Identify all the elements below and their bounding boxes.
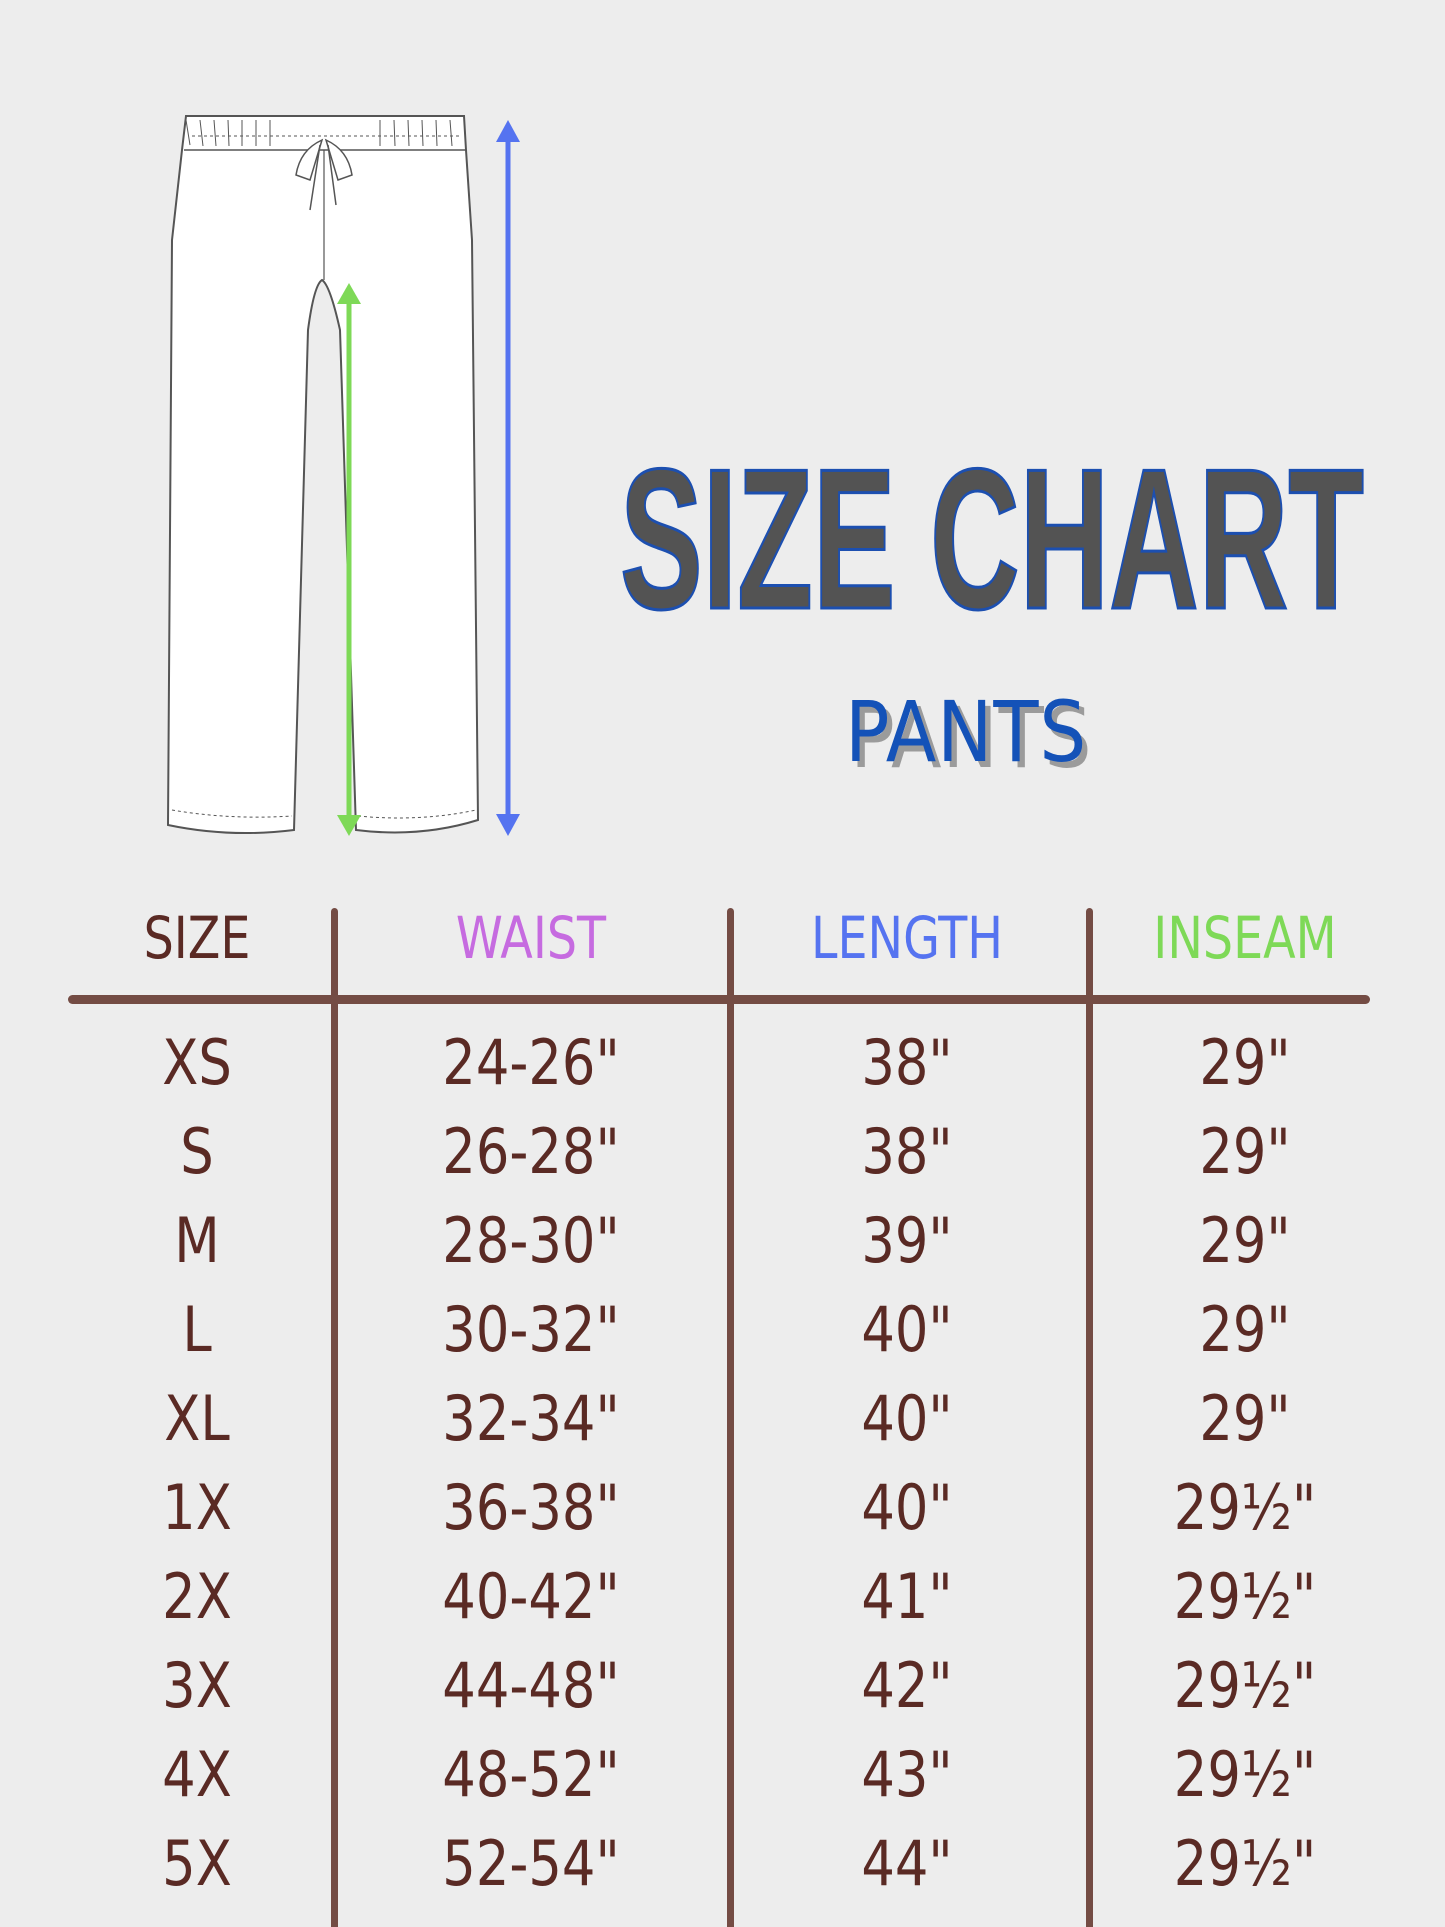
cell-waist: 32-34" — [442, 1382, 620, 1455]
cell-size: XS — [162, 1026, 232, 1099]
cell-length: 40" — [861, 1471, 953, 1544]
column-divider — [331, 908, 338, 1927]
length-arrow — [496, 120, 520, 836]
pants-drawing — [166, 115, 480, 835]
cell-size: 3X — [162, 1649, 232, 1722]
column-divider — [1086, 908, 1093, 1927]
cell-size: 5X — [162, 1827, 232, 1900]
cell-inseam: 29" — [1199, 1026, 1291, 1099]
cell-length: 38" — [861, 1115, 953, 1188]
cell-waist: 28-30" — [442, 1204, 620, 1277]
cell-length: 39" — [861, 1204, 953, 1277]
cell-waist: 48-52" — [442, 1738, 620, 1811]
cell-inseam: 29" — [1199, 1382, 1291, 1455]
cell-waist: 52-54" — [442, 1827, 620, 1900]
cell-length: 44" — [861, 1827, 953, 1900]
header-inseam: INSEAM — [1153, 904, 1337, 972]
cell-size: 1X — [162, 1471, 232, 1544]
pants-illustration — [166, 115, 520, 836]
cell-length: 40" — [861, 1382, 953, 1455]
cell-inseam: 29½" — [1173, 1827, 1317, 1900]
cell-waist: 30-32" — [442, 1293, 620, 1366]
header-length: LENGTH — [810, 904, 1004, 972]
cell-size: XL — [164, 1382, 230, 1455]
cell-waist: 36-38" — [442, 1471, 620, 1544]
cell-waist: 26-28" — [442, 1115, 620, 1188]
cell-inseam: 29½" — [1173, 1560, 1317, 1633]
cell-inseam: 29½" — [1173, 1738, 1317, 1811]
cell-size: M — [174, 1204, 220, 1277]
page-title: SIZE CHART — [619, 428, 1365, 651]
cell-length: 41" — [861, 1560, 953, 1633]
cell-waist: 40-42" — [442, 1560, 620, 1633]
cell-size: 4X — [162, 1738, 232, 1811]
cell-length: 40" — [861, 1293, 953, 1366]
cell-length: 42" — [861, 1649, 953, 1722]
inseam-arrow — [337, 283, 361, 836]
cell-size: S — [180, 1115, 214, 1188]
page-subtitle: PANTS — [845, 683, 1088, 781]
cell-length: 43" — [861, 1738, 953, 1811]
header-waist: WAIST — [455, 904, 607, 972]
cell-length: 38" — [861, 1026, 953, 1099]
cell-inseam: 29" — [1199, 1293, 1291, 1366]
cell-waist: 24-26" — [442, 1026, 620, 1099]
cell-size: 2X — [162, 1560, 232, 1633]
cell-waist: 44-48" — [442, 1649, 620, 1722]
column-divider — [727, 908, 734, 1927]
cell-inseam: 29" — [1199, 1204, 1291, 1277]
cell-inseam: 29½" — [1173, 1649, 1317, 1722]
cell-inseam: 29½" — [1173, 1471, 1317, 1544]
header-divider — [68, 995, 1370, 1004]
cell-inseam: 29" — [1199, 1115, 1291, 1188]
cell-size: L — [182, 1293, 212, 1366]
header-size: SIZE — [143, 904, 251, 972]
